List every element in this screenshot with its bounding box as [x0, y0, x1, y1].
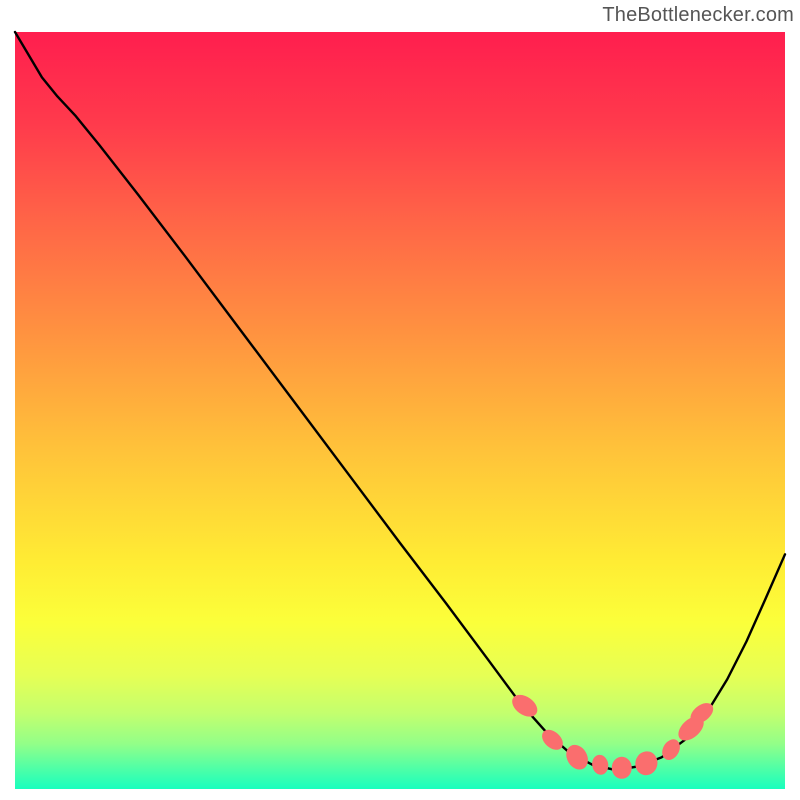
watermark-text: TheBottlenecker.com	[602, 4, 794, 27]
bottleneck-chart	[0, 0, 800, 800]
plot-background	[15, 32, 785, 789]
chart-container: TheBottlenecker.com	[0, 0, 800, 800]
curve-marker	[612, 757, 632, 779]
